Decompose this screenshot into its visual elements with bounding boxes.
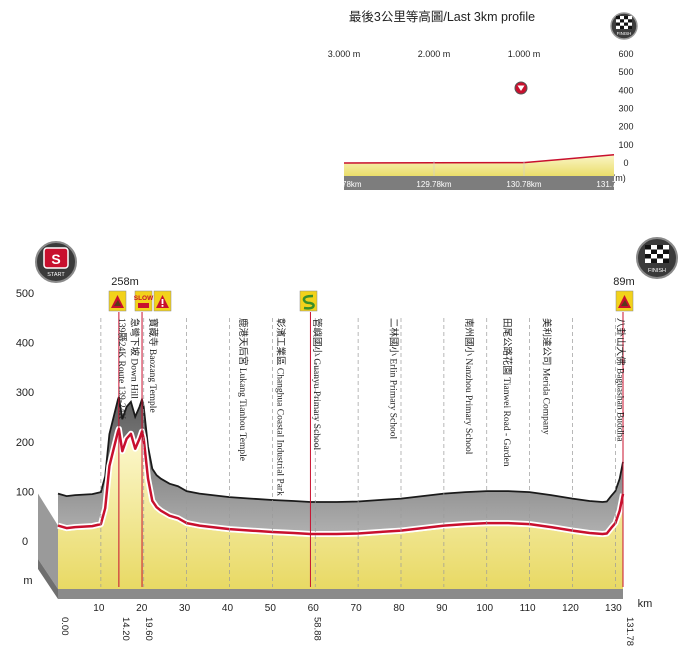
inset-y-tick: 200 — [618, 122, 633, 132]
main-profile-area — [38, 396, 626, 599]
landmark-label: 田尾公路花園 Tianwei Road - Garden — [501, 318, 513, 467]
caution-sign-icon — [153, 290, 172, 312]
inset-y-tick: 600 — [618, 49, 633, 59]
y-tick-label: 400 — [16, 338, 34, 350]
landmark-gridlines — [100, 318, 616, 587]
y-tick-label: 500 — [16, 288, 34, 300]
landmark-label: 彰濱工業區 Changhua Coastal Industrial Park — [275, 318, 287, 496]
slow-sign-text: SLOW — [134, 295, 154, 302]
inset-finish-text: FINISH — [617, 31, 632, 36]
inset-chart: 最後3公里等高圖/Last 3km profile 3.000 m 2.000 m… — [326, 9, 638, 190]
inset-km-label: 128.78km — [326, 180, 361, 189]
main-y-tick-labels: 0 100 200 300 400 500 — [16, 288, 34, 548]
marker-lines — [118, 312, 624, 587]
x-tick-labels: 10 20 30 40 50 60 70 80 90 100 110 120 130 — [93, 603, 622, 614]
marker-km-label: 0.00 — [59, 617, 70, 636]
x-tick-label: 100 — [476, 603, 493, 614]
inset-distance-label: 3.000 m — [328, 49, 361, 59]
profile-left-face — [38, 493, 58, 589]
main-chart: S START FINISH 258m 89m 0100200300400500… — [16, 237, 678, 646]
finish-climb-sign-icon — [615, 290, 634, 312]
landmark-label: 美利達公司 Merida Company — [540, 318, 552, 435]
marker-km-label: 14.20 — [120, 617, 131, 641]
x-tick-label: 70 — [351, 603, 363, 614]
x-tick-label: 80 — [393, 603, 405, 614]
inset-km-band — [344, 176, 614, 190]
x-tick-label: 50 — [265, 603, 277, 614]
y-tick-label: 0 — [22, 536, 28, 548]
inset-km-label: 130.78km — [506, 180, 541, 189]
x-tick-label: 30 — [179, 603, 191, 614]
inset-km-label: 129.78km — [416, 180, 451, 189]
x-tick-label: 40 — [222, 603, 234, 614]
x-tick-label: 60 — [308, 603, 320, 614]
landmark-label: 二林國小 Erlin Primary School — [387, 318, 399, 439]
marker-km-label: 58.88 — [311, 617, 322, 641]
landmark-labels: 139縣24K Route 139-24K 急彎下坡 Down Hill 寶藏寺 B… — [116, 318, 627, 496]
inset-y-tick: 100 — [618, 140, 633, 150]
profile-ridge-line — [57, 396, 624, 503]
inset-area — [344, 154, 614, 176]
inset-unit-label: (m) — [612, 173, 626, 183]
inset-profile-area — [343, 154, 615, 190]
inset-distance-labels: 3.000 m 2.000 m 1.000 m — [328, 49, 541, 59]
x-unit-label: km — [638, 598, 653, 610]
inset-finish-icon: FINISH — [610, 12, 638, 40]
y-tick-label: 100 — [16, 486, 34, 498]
sprint-sign-icon — [299, 290, 318, 312]
y-tick-label: 200 — [16, 437, 34, 449]
marker-km-label: 131.78 — [624, 617, 635, 646]
inset-distance-label: 2.000 m — [418, 49, 451, 59]
x-tick-label: 20 — [136, 603, 148, 614]
inset-1km-marker-icon — [514, 81, 528, 95]
climb-sign-icon — [108, 290, 127, 312]
inset-km-labels: 128.78km 129.78km 130.78km 131.78km — [326, 180, 631, 189]
slow-sign-icon: SLOW — [134, 290, 154, 312]
inset-distance-label: 1.000 m — [508, 49, 541, 59]
finish-text: FINISH — [648, 268, 666, 274]
x-tick-label: 120 — [562, 603, 579, 614]
x-tick-label: 110 — [520, 603, 536, 614]
y-tick-label: 300 — [16, 387, 34, 399]
finish-icon: FINISH — [636, 237, 678, 279]
start-icon: S START — [35, 241, 77, 283]
profile-front-area — [58, 431, 623, 589]
inset-y-tick-labels: 600 500 400 300 200 100 0 — [618, 49, 633, 168]
inset-title: 最後3公里等高圖/Last 3km profile — [349, 9, 535, 24]
finish-elevation-label: 89m — [613, 276, 634, 288]
landmark-label: 139縣24K Route 139-24K — [116, 318, 127, 419]
x-tick-label: 10 — [93, 603, 105, 614]
start-elevation-label: 258m — [111, 276, 139, 288]
landmark-label: 鹿港天后宮 Lukang Tianhou Temple — [237, 318, 249, 461]
km-scale-top — [58, 589, 623, 599]
svg-text:S: S — [51, 251, 60, 267]
y-unit-label: m — [23, 575, 32, 587]
marker-km-labels: 0.00 14.20 19.60 58.88 131.78 — [59, 617, 635, 646]
profile-depth-wall — [58, 396, 623, 534]
landmark-label: 寶藏寺 Baozang Temple — [147, 318, 159, 413]
x-tick-label: 130 — [605, 603, 622, 614]
start-text: START — [47, 272, 65, 278]
x-tick-label: 90 — [436, 603, 448, 614]
inset-y-tick: 300 — [618, 104, 633, 114]
inset-y-tick: 0 — [623, 158, 628, 168]
landmark-label: 急彎下坡 Down Hill — [129, 318, 141, 399]
landmark-label: 八卦山大佛 Baguashan Buddha — [615, 318, 627, 442]
landmark-label: 南州國小 Nanzhou Primary School — [463, 318, 475, 455]
inset-km-label: 131.78km — [596, 180, 631, 189]
road-line — [57, 427, 625, 536]
marker-km-label: 19.60 — [143, 617, 154, 641]
inset-y-tick: 500 — [618, 67, 633, 77]
landmark-label: 管嶼國小 Guanyu Primary School — [311, 318, 323, 451]
inset-y-tick: 400 — [618, 85, 633, 95]
